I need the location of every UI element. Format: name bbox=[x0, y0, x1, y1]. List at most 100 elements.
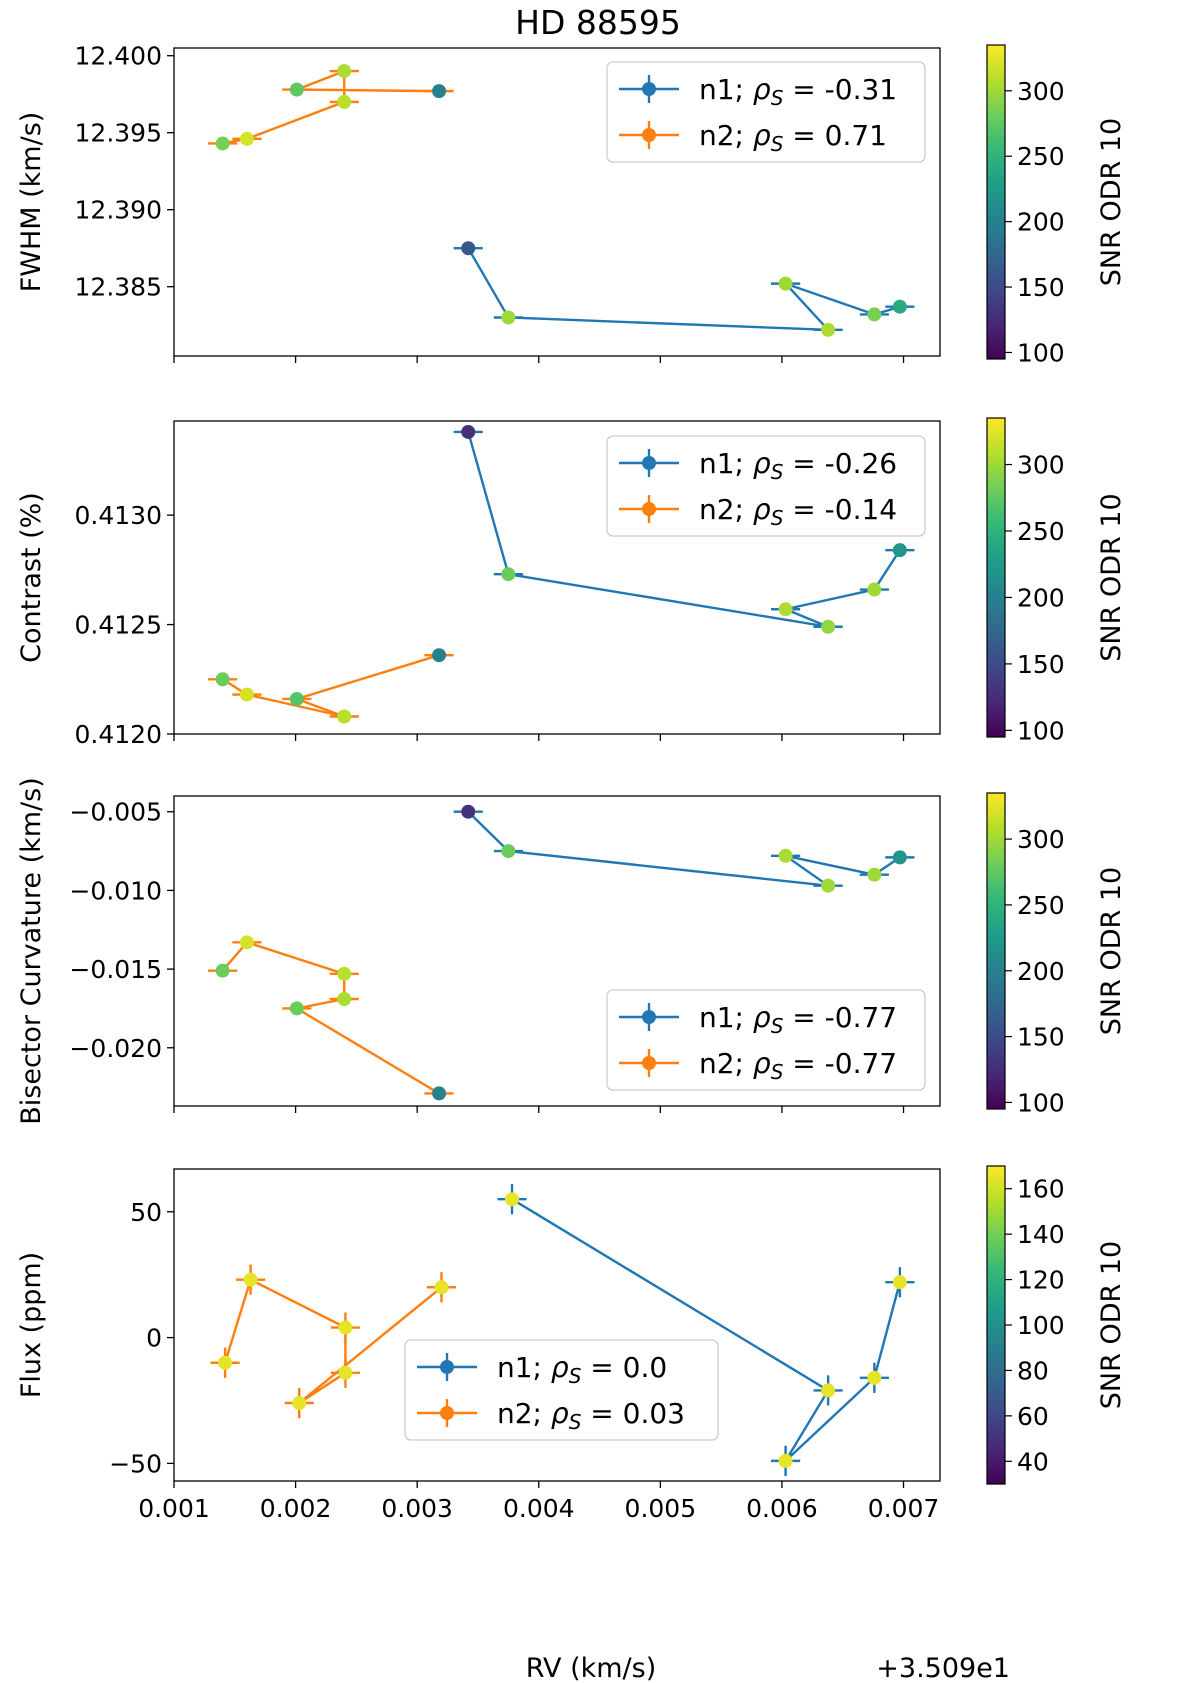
x-tick-label: 0.006 bbox=[746, 1494, 818, 1523]
colorbar-tick-label: 250 bbox=[1017, 142, 1065, 171]
data-point-n2 bbox=[289, 691, 304, 706]
panels: 12.385 12.390 12.395 12.400 FWHM (km/s) n1; ρ… bbox=[16, 42, 1127, 1523]
panel-4: 0.001 0.002 0.003 0.004 0.005 0.006 0.007 −50 0 5… bbox=[16, 1165, 1127, 1523]
data-point-n1 bbox=[778, 1453, 793, 1468]
data-point-n2 bbox=[289, 82, 304, 97]
colorbar: 100 150 200 250 300 SNR ODR 10 bbox=[986, 417, 1127, 745]
data-point-n1 bbox=[461, 424, 476, 439]
series-n2 bbox=[208, 935, 454, 1101]
y-axis-label: Flux (ppm) bbox=[16, 1252, 47, 1398]
colorbar-tick-label: 100 bbox=[1017, 338, 1065, 367]
data-point-n2 bbox=[338, 1320, 353, 1335]
legend-frame bbox=[606, 435, 926, 537]
legend-label: n2; ρS = 0.71 bbox=[699, 119, 887, 156]
series-n1 bbox=[497, 1184, 915, 1476]
data-point-n1 bbox=[821, 878, 836, 893]
plot-area bbox=[208, 64, 915, 337]
legend-marker bbox=[440, 1406, 454, 1420]
series-n1 bbox=[453, 804, 915, 893]
colorbar-tick-label: 100 bbox=[1017, 1088, 1065, 1117]
data-point-n2 bbox=[337, 709, 352, 724]
data-point-n2 bbox=[337, 991, 352, 1006]
legend-item-n2: n2; ρS = -0.77 bbox=[619, 1047, 897, 1084]
y-tick-label: −50 bbox=[109, 1449, 162, 1478]
series-line-n1 bbox=[467, 810, 901, 887]
data-point-n2 bbox=[215, 136, 230, 151]
plot-area bbox=[208, 424, 915, 724]
colorbar-tick-label: 200 bbox=[1017, 208, 1065, 237]
legend-label: n1; ρS = 0.0 bbox=[497, 1351, 667, 1388]
data-point-n1 bbox=[778, 276, 793, 291]
series-line-n2 bbox=[222, 69, 440, 145]
figure-title: HD 88595 bbox=[515, 3, 681, 42]
y-tick-label: 0.4120 bbox=[75, 720, 162, 749]
axes-frame bbox=[173, 420, 941, 735]
panel-3: −0.005 −0.010 −0.015 −0.020 Bisector Curvatu… bbox=[16, 777, 1127, 1125]
data-point-n1 bbox=[892, 1275, 907, 1290]
series-n2 bbox=[208, 648, 454, 724]
y-axis-label: Bisector Curvature (km/s) bbox=[16, 777, 47, 1125]
data-point-n1 bbox=[461, 804, 476, 819]
legend: n1; ρS = -0.77 n2; ρS = -0.77 bbox=[606, 989, 926, 1091]
y-tick-label: 12.395 bbox=[75, 119, 162, 148]
panel-2: 0.4120 0.4125 0.4130 Contrast (%) n1; ρS = -… bbox=[16, 417, 1127, 749]
axes-frame bbox=[173, 47, 941, 357]
legend-label: n2; ρS = -0.77 bbox=[699, 1047, 897, 1084]
colorbar-tick-label: 100 bbox=[1017, 716, 1065, 745]
data-point-n1 bbox=[501, 844, 516, 859]
series-n1 bbox=[453, 424, 915, 634]
series-line-n2 bbox=[223, 1277, 443, 1405]
data-point-n1 bbox=[892, 299, 907, 314]
legend-label: n1; ρS = -0.26 bbox=[699, 447, 897, 484]
data-point-n1 bbox=[867, 307, 882, 322]
data-point-n1 bbox=[778, 602, 793, 617]
data-point-n2 bbox=[239, 935, 254, 950]
data-point-n2 bbox=[337, 64, 352, 79]
colorbar-tick-label: 120 bbox=[1017, 1266, 1065, 1295]
colorbar-gradient bbox=[986, 792, 1006, 1110]
axes-frame bbox=[173, 795, 941, 1107]
data-point-n1 bbox=[867, 867, 882, 882]
data-point-n2 bbox=[218, 1355, 233, 1370]
axes-frame bbox=[173, 1168, 941, 1482]
y-tick-label: −0.020 bbox=[69, 1034, 162, 1063]
legend-frame bbox=[606, 989, 926, 1091]
colorbar: 100 150 200 250 300 SNR ODR 10 bbox=[986, 44, 1127, 367]
legend-label: n2; ρS = -0.14 bbox=[699, 493, 897, 530]
colorbar-tick-label: 60 bbox=[1017, 1402, 1049, 1431]
legend-item-n1: n1; ρS = 0.0 bbox=[417, 1351, 667, 1388]
colorbar-tick-label: 250 bbox=[1017, 891, 1065, 920]
data-point-n1 bbox=[505, 1192, 520, 1207]
data-point-n2 bbox=[243, 1272, 258, 1287]
legend-item-n2: n2; ρS = 0.03 bbox=[417, 1397, 685, 1434]
y-tick-label: 12.390 bbox=[75, 196, 162, 225]
y-tick-label: 0 bbox=[146, 1324, 162, 1353]
colorbar-tick-label: 200 bbox=[1017, 957, 1065, 986]
data-point-n1 bbox=[867, 1370, 882, 1385]
colorbar-tick-label: 100 bbox=[1017, 1311, 1065, 1340]
y-tick-label: 12.400 bbox=[75, 42, 162, 71]
y-tick-label: 12.385 bbox=[75, 273, 162, 302]
legend-marker bbox=[642, 456, 656, 470]
y-axis-label: FWHM (km/s) bbox=[16, 112, 47, 293]
data-point-n1 bbox=[821, 322, 836, 337]
legend-item-n2: n2; ρS = 0.71 bbox=[619, 119, 887, 156]
colorbar: 40 60 80 100 120 140 160 SNR ODR 10 bbox=[986, 1165, 1127, 1485]
series-n1 bbox=[453, 241, 915, 337]
plot-area bbox=[208, 804, 915, 1101]
y-tick-label: −0.005 bbox=[69, 798, 162, 827]
x-offset-text: +3.509e1 bbox=[876, 1653, 1010, 1683]
x-tick-label: 0.003 bbox=[381, 1494, 453, 1523]
data-point-n1 bbox=[461, 241, 476, 256]
y-tick-label: 0.4130 bbox=[75, 501, 162, 530]
legend-marker bbox=[642, 1056, 656, 1070]
data-point-n1 bbox=[867, 582, 882, 597]
legend-item-n1: n1; ρS = -0.77 bbox=[619, 1001, 897, 1038]
colorbar-tick-label: 140 bbox=[1017, 1220, 1065, 1249]
colorbar-tick-label: 150 bbox=[1017, 273, 1065, 302]
y-tick-label: 0.4125 bbox=[75, 611, 162, 640]
colorbar-tick-label: 200 bbox=[1017, 583, 1065, 612]
legend-item-n1: n1; ρS = -0.26 bbox=[619, 447, 897, 484]
data-point-n2 bbox=[432, 84, 447, 99]
